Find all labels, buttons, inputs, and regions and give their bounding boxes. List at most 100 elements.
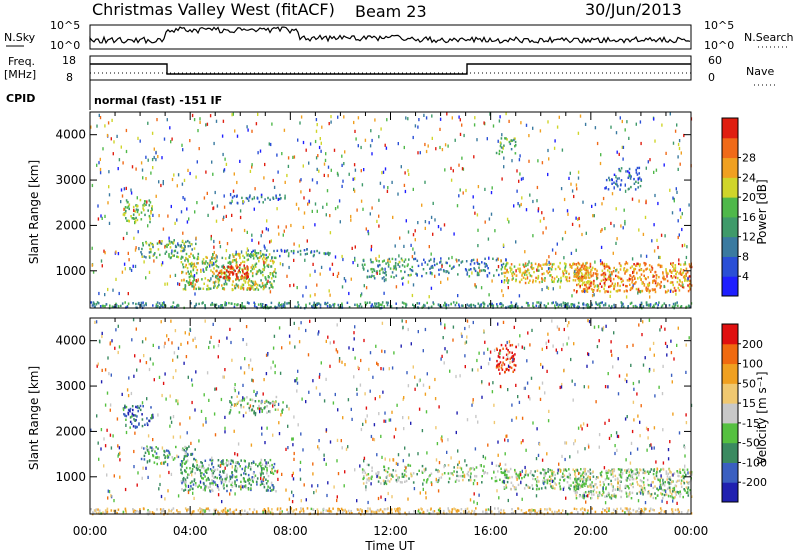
heatmap-cell [91, 511, 94, 514]
heatmap-cell [152, 448, 155, 451]
heatmap-cell [424, 226, 426, 230]
heatmap-cell [265, 482, 268, 485]
heatmap-cell [384, 480, 387, 483]
heatmap-cell [239, 267, 241, 270]
heatmap-cell [535, 280, 537, 283]
heatmap-cell [580, 276, 583, 279]
heatmap-cell [272, 472, 275, 475]
heatmap-cell [375, 259, 378, 262]
heatmap-cell [560, 303, 562, 306]
heatmap-cell [269, 458, 272, 462]
heatmap-cell [498, 362, 501, 366]
heatmap-cell [407, 117, 409, 121]
heatmap-cell [503, 156, 505, 160]
heatmap-cell [646, 478, 649, 482]
nsearch-tick-high: 10^5 [704, 19, 734, 32]
heatmap-cell [252, 511, 254, 514]
heatmap-cell [200, 270, 202, 273]
heatmap-cell [212, 172, 214, 176]
heatmap-cell [559, 478, 561, 482]
heatmap-cell [188, 272, 190, 276]
heatmap-cell [686, 270, 689, 274]
heatmap-cell [416, 306, 419, 309]
heatmap-cell [670, 275, 672, 278]
heatmap-cell [174, 273, 177, 277]
heatmap-cell [141, 247, 143, 251]
heatmap-cell [583, 276, 585, 279]
heatmap-cell [500, 263, 503, 267]
heatmap-cell [238, 279, 240, 282]
heatmap-cell [519, 471, 522, 474]
heatmap-cell [634, 468, 637, 471]
heatmap-cell [255, 252, 257, 255]
heatmap-cell [328, 289, 330, 293]
heatmap-cell [204, 487, 206, 490]
heatmap-cell [606, 510, 608, 514]
heatmap-cell [211, 256, 214, 259]
heatmap-cell [187, 260, 189, 263]
heatmap-cell [456, 470, 458, 474]
power-panel [89, 111, 692, 309]
heatmap-cell [504, 469, 506, 473]
heatmap-cell [532, 281, 534, 284]
heatmap-cell [629, 283, 631, 286]
heatmap-cell [432, 510, 434, 513]
heatmap-cell [314, 223, 316, 227]
heatmap-cell [93, 305, 96, 309]
heatmap-cell [372, 510, 375, 514]
heatmap-cell [186, 448, 188, 451]
heatmap-cell [423, 468, 426, 471]
heatmap-cell [595, 274, 598, 278]
heatmap-cell [586, 271, 588, 274]
heatmap-cell [348, 512, 351, 515]
heatmap-cell [641, 282, 644, 285]
heatmap-cell [180, 257, 182, 260]
heatmap-cell [607, 471, 609, 474]
heatmap-cell [279, 507, 282, 510]
heatmap-cell [577, 305, 579, 308]
heatmap-cell [193, 262, 196, 265]
heatmap-cell [564, 468, 567, 471]
heatmap-cell [616, 268, 618, 271]
heatmap-cell [603, 282, 606, 285]
freq-label-line2: [MHz] [4, 68, 36, 81]
heatmap-cell [211, 160, 213, 164]
heatmap-cell [280, 197, 282, 200]
heatmap-cell [428, 245, 430, 249]
heatmap-cell [606, 476, 608, 480]
heatmap-cell [412, 283, 415, 287]
heatmap-cell [190, 270, 192, 273]
heatmap-cell [578, 305, 580, 309]
heatmap-cell [591, 303, 593, 307]
heatmap-cell [503, 363, 506, 366]
heatmap-cell [601, 261, 603, 265]
heatmap-cell [269, 281, 271, 284]
heatmap-cell [117, 305, 120, 308]
heatmap-cell [260, 466, 263, 470]
heatmap-cell [166, 282, 169, 286]
heatmap-cell [549, 508, 551, 511]
heatmap-cell [549, 274, 551, 277]
heatmap-cell [535, 483, 538, 487]
heatmap-cell [111, 305, 114, 308]
heatmap-cell [637, 483, 639, 486]
heatmap-cell [130, 268, 133, 272]
heatmap-cell [474, 116, 476, 120]
heatmap-cell [665, 268, 667, 271]
nave-tick-high: 60 [708, 54, 722, 67]
heatmap-cell [686, 491, 689, 494]
heatmap-cell [578, 495, 581, 498]
heatmap-cell [180, 255, 183, 258]
heatmap-cell [248, 508, 251, 511]
heatmap-cell [256, 283, 259, 287]
heatmap-cell [514, 140, 517, 144]
heatmap-cell [607, 477, 610, 480]
heatmap-cell [506, 357, 509, 361]
heatmap-cell [581, 275, 583, 278]
heatmap-cell [575, 248, 577, 252]
heatmap-cell [401, 306, 404, 309]
heatmap-cell [196, 262, 198, 265]
heatmap-cell [370, 510, 373, 513]
heatmap-cell [248, 482, 251, 485]
heatmap-cell [605, 470, 607, 473]
